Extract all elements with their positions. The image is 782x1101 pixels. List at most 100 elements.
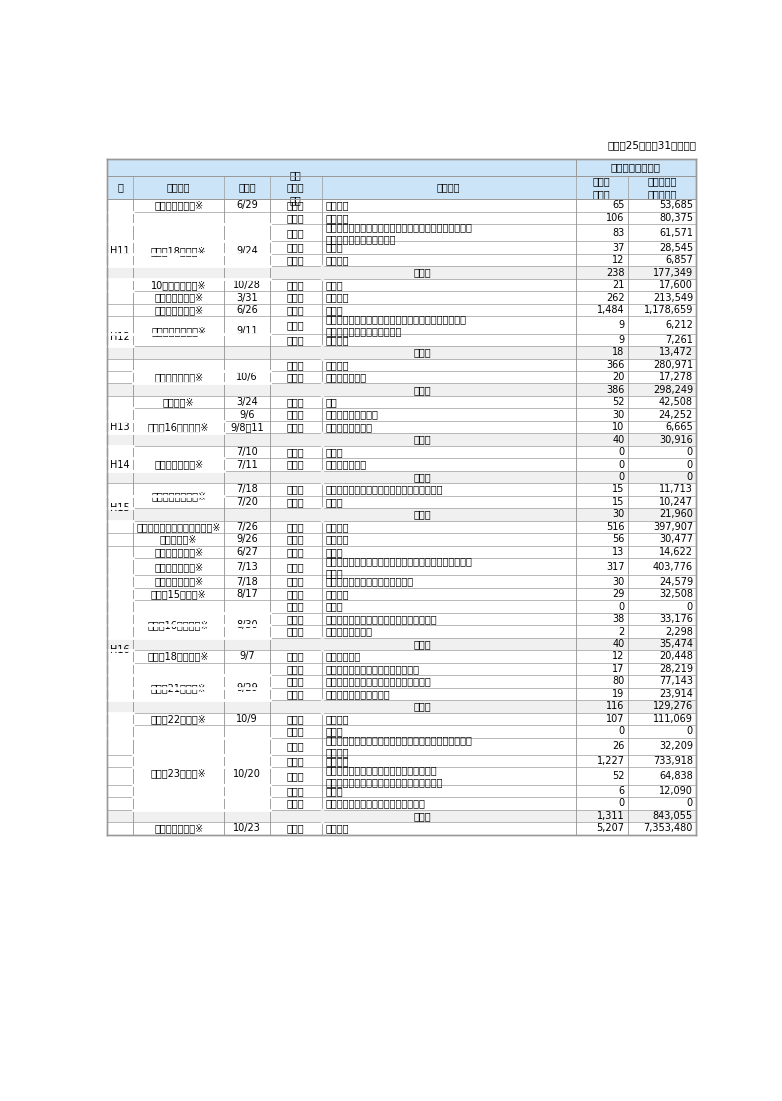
Bar <box>107 688 696 700</box>
Bar <box>107 408 696 421</box>
Text: 21,960: 21,960 <box>659 510 693 520</box>
Text: 台風第６号豪雨※: 台風第６号豪雨※ <box>154 459 203 469</box>
Text: 安来市，伯太町: 安来市，伯太町 <box>325 372 367 382</box>
Text: 新潟県中越地震※: 新潟県中越地震※ <box>154 824 203 833</box>
Text: 岐阜県: 岐阜県 <box>287 335 305 345</box>
Text: 52: 52 <box>612 397 625 407</box>
Text: 高知県: 高知県 <box>287 410 305 419</box>
Text: 0: 0 <box>619 459 625 469</box>
Text: 対象
都道府
県名: 対象 都道府 県名 <box>287 171 305 205</box>
Text: 19: 19 <box>612 689 625 699</box>
Bar <box>107 822 696 835</box>
Text: 愛媛県: 愛媛県 <box>287 601 305 611</box>
Text: 12: 12 <box>612 255 625 265</box>
Text: 0: 0 <box>619 601 625 611</box>
Text: 合　計: 合 計 <box>414 384 432 394</box>
Text: 9/26: 9/26 <box>236 534 258 544</box>
Text: H14: H14 <box>110 459 130 469</box>
Text: 広島県: 広島県 <box>287 200 305 210</box>
Text: 30: 30 <box>612 410 625 419</box>
Text: 台風第18号災害※: 台風第18号災害※ <box>151 247 206 257</box>
Text: 9/11: 9/11 <box>236 326 258 336</box>
Text: 64,838: 64,838 <box>659 771 693 781</box>
Bar <box>107 637 696 651</box>
Bar <box>107 588 696 600</box>
Bar <box>107 546 696 558</box>
Text: 山口県: 山口県 <box>287 228 305 238</box>
Text: 全域適用: 全域適用 <box>325 522 350 532</box>
Text: 298,249: 298,249 <box>653 384 693 394</box>
Text: 10,247: 10,247 <box>659 497 693 506</box>
Text: 14,622: 14,622 <box>659 547 693 557</box>
Bar <box>107 383 696 396</box>
Bar <box>107 663 696 675</box>
Text: 10/9: 10/9 <box>236 713 258 723</box>
Text: 佐賀県突風災害※: 佐賀県突風災害※ <box>154 547 203 557</box>
Text: 3/24: 3/24 <box>236 397 258 407</box>
Text: 長岡市，三条市，見附市，栃尾市，中之島町，三島町，
和島村: 長岡市，三条市，見附市，栃尾市，中之島町，三島町， 和島村 <box>325 556 472 578</box>
Text: 116: 116 <box>606 701 625 711</box>
Text: 市町村名: 市町村名 <box>437 183 461 193</box>
Bar <box>107 576 696 588</box>
Text: 9: 9 <box>619 335 625 345</box>
Bar <box>107 371 696 383</box>
Text: 107: 107 <box>606 713 625 723</box>
Text: 兵庫県: 兵庫県 <box>287 689 305 699</box>
Text: 386: 386 <box>606 384 625 394</box>
Text: 台風第18号豪雨等※: 台風第18号豪雨等※ <box>148 652 210 662</box>
Bar <box>107 785 696 797</box>
Text: 北海道: 北海道 <box>287 534 305 544</box>
Text: 7/26: 7/26 <box>236 522 258 532</box>
Text: 30,916: 30,916 <box>659 435 693 445</box>
Bar <box>107 316 696 334</box>
Text: 0: 0 <box>687 447 693 457</box>
Text: 愛知県: 愛知県 <box>287 320 305 330</box>
Text: 合　計: 合 計 <box>414 810 432 821</box>
Text: 対象災害: 対象災害 <box>167 183 190 193</box>
Bar <box>107 712 696 726</box>
Text: 843,055: 843,055 <box>653 810 693 821</box>
Text: 新潟県: 新潟県 <box>287 562 305 571</box>
Text: 26: 26 <box>612 741 625 751</box>
Text: 玉野市: 玉野市 <box>325 786 343 796</box>
Text: 1,484: 1,484 <box>597 305 625 315</box>
Text: 9: 9 <box>619 320 625 330</box>
Text: 397,907: 397,907 <box>653 522 693 532</box>
Text: 317: 317 <box>606 562 625 571</box>
Text: 5,207: 5,207 <box>597 824 625 833</box>
Text: 7,353,480: 7,353,480 <box>644 824 693 833</box>
Text: 東京都: 東京都 <box>287 305 305 315</box>
Text: 愛媛県: 愛媛県 <box>287 676 305 686</box>
Bar <box>107 521 696 533</box>
Text: 106: 106 <box>606 212 625 222</box>
Text: 倉敷市，笠岡市，玉野市，寄島町，岡山市: 倉敷市，笠岡市，玉野市，寄島町，岡山市 <box>325 614 437 624</box>
Text: 32,209: 32,209 <box>659 741 693 751</box>
Text: 129,276: 129,276 <box>653 701 693 711</box>
Text: 徳島市，鳴門市，小松島市，吉野川市: 徳島市，鳴門市，小松島市，吉野川市 <box>325 798 425 808</box>
Text: 238: 238 <box>606 268 625 277</box>
Text: 全域適用: 全域適用 <box>325 200 350 210</box>
Text: 7/18: 7/18 <box>236 484 258 494</box>
Text: 全域適用: 全域適用 <box>325 212 350 222</box>
Text: 6,212: 6,212 <box>665 320 693 330</box>
Text: 三重県: 三重県 <box>287 664 305 674</box>
Text: 111,069: 111,069 <box>653 713 693 723</box>
Text: 福井県: 福井県 <box>287 577 305 587</box>
Text: 0: 0 <box>619 798 625 808</box>
Text: H13: H13 <box>110 422 130 432</box>
Text: 十勝沖地震※: 十勝沖地震※ <box>160 534 197 544</box>
Text: 8/17: 8/17 <box>236 589 258 599</box>
Text: 15: 15 <box>612 497 625 506</box>
Bar <box>107 446 696 458</box>
Text: 733,918: 733,918 <box>653 756 693 766</box>
Text: 合　計: 合 計 <box>414 701 432 711</box>
Text: 10月末豪雨災害※: 10月末豪雨災害※ <box>151 280 206 290</box>
Text: 12,090: 12,090 <box>659 786 693 796</box>
Text: 津市，紀伊長島町，海山町，宮川村: 津市，紀伊長島町，海山町，宮川村 <box>325 664 420 674</box>
Text: 2,298: 2,298 <box>665 626 693 636</box>
Text: 鳥取県西部地震※: 鳥取県西部地震※ <box>154 372 203 382</box>
Text: 0: 0 <box>687 798 693 808</box>
Text: 東海地方豪雨災害※: 東海地方豪雨災害※ <box>151 326 206 336</box>
Text: 17,600: 17,600 <box>659 280 693 290</box>
Bar <box>107 159 696 176</box>
